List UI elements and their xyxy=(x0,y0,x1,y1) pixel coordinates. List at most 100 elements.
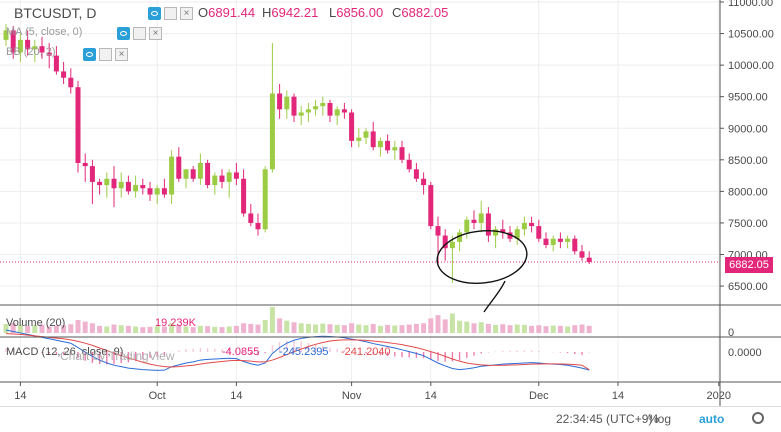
candle-body xyxy=(248,213,254,223)
x-tick-label: 14 xyxy=(612,390,624,402)
gear-icon[interactable] xyxy=(752,412,764,424)
candles xyxy=(3,24,592,283)
candle-body xyxy=(97,181,103,186)
symbol-label[interactable]: BTCUSDT, D xyxy=(14,5,97,21)
bb-label[interactable]: BB (20, 2) xyxy=(6,46,56,58)
candle-body xyxy=(190,169,196,179)
candle-body xyxy=(241,178,247,214)
x-tick-label: 14 xyxy=(14,390,26,402)
volume-bar xyxy=(421,323,427,333)
candle-body xyxy=(197,162,203,179)
volume-bar xyxy=(248,323,254,333)
volume-bar xyxy=(32,325,38,333)
volume-bar xyxy=(147,326,153,333)
volume-bar xyxy=(53,325,59,333)
close-icon[interactable]: × xyxy=(149,27,162,40)
volume-axis-label: 0 xyxy=(728,327,734,339)
volume-bar xyxy=(25,325,31,333)
candle-body xyxy=(356,137,362,141)
candle-body xyxy=(377,140,383,148)
volume-bar xyxy=(262,320,268,333)
signal-line xyxy=(5,333,590,371)
candle-body xyxy=(205,162,211,186)
candle-body xyxy=(169,156,175,195)
x-tick-label: Oct xyxy=(149,390,166,402)
volume-bar xyxy=(442,319,448,333)
y-tick-label: 6500.00 xyxy=(728,281,768,293)
volume-bar xyxy=(39,324,45,333)
candle-body xyxy=(39,46,45,53)
volume-bar xyxy=(341,325,347,333)
volume-bar xyxy=(572,325,578,333)
volume-bar xyxy=(428,318,434,333)
candle-body xyxy=(255,222,261,230)
volume-bar xyxy=(327,324,333,333)
eye-icon[interactable] xyxy=(117,27,130,40)
eye-icon[interactable] xyxy=(83,48,96,61)
y-tick-label: 9000.00 xyxy=(728,123,768,135)
volume-bar xyxy=(543,326,549,333)
candle-body xyxy=(399,147,405,160)
volume-bar xyxy=(320,323,326,333)
candle-body xyxy=(262,169,268,230)
candle-body xyxy=(550,238,556,246)
candle-body xyxy=(269,93,275,170)
current-price-label: 6882.05 xyxy=(725,257,773,273)
settings-icon[interactable] xyxy=(133,27,146,40)
candle-body xyxy=(327,103,333,116)
volume-bar xyxy=(97,325,103,333)
candle-body xyxy=(82,162,88,167)
x-tick-label: 14 xyxy=(425,390,437,402)
candle-body xyxy=(334,109,340,116)
volume-bar xyxy=(75,320,81,333)
close-icon[interactable]: × xyxy=(180,7,193,20)
volume-bar xyxy=(190,327,196,333)
candle-body xyxy=(305,109,311,113)
percent-toggle[interactable]: % xyxy=(648,412,659,426)
candle-body xyxy=(370,131,376,148)
macd-line-value: -245.2395 xyxy=(279,346,329,358)
candle-body xyxy=(3,30,9,40)
candle-body xyxy=(449,241,455,249)
volume-bar xyxy=(529,325,535,333)
candle-body xyxy=(46,52,52,56)
volume-bar xyxy=(61,325,67,333)
volume-bar xyxy=(277,318,283,333)
annotation xyxy=(436,230,528,313)
volume-bar xyxy=(313,324,319,333)
volume-bar xyxy=(457,320,463,333)
y-tick-label: 8000.00 xyxy=(728,186,768,198)
volume-bar xyxy=(514,324,520,333)
candle-body xyxy=(485,213,491,236)
candle-body xyxy=(118,181,124,189)
volume-bar xyxy=(406,324,412,333)
ohlc-close: C6882.05 xyxy=(392,5,449,20)
volume-bar xyxy=(449,313,455,333)
candle-body xyxy=(111,178,117,189)
log-toggle[interactable]: log xyxy=(655,412,672,426)
settings-icon[interactable] xyxy=(99,48,112,61)
candle-body xyxy=(586,257,592,262)
candle-body xyxy=(161,188,167,195)
ma-label[interactable]: MA (5, close, 0) xyxy=(6,26,83,38)
auto-toggle[interactable]: auto xyxy=(699,412,725,426)
volume-bar xyxy=(205,326,211,333)
volume-bar xyxy=(471,323,477,333)
candle-body xyxy=(464,219,470,233)
volume-bar xyxy=(212,326,218,333)
x-tick-label: Dec xyxy=(529,390,549,402)
candle-body xyxy=(176,156,182,179)
volume-label[interactable]: Volume (20) xyxy=(6,317,66,329)
volume-bar xyxy=(10,323,16,333)
candle-body xyxy=(125,181,131,192)
eye-icon[interactable] xyxy=(148,7,161,20)
clock-time: 22:34:45 (UTC+9) xyxy=(556,412,653,426)
settings-icon[interactable] xyxy=(164,7,177,20)
volume-bar xyxy=(305,323,311,333)
candle-body xyxy=(507,232,513,239)
candle-body xyxy=(17,39,23,53)
close-icon[interactable]: × xyxy=(115,48,128,61)
macd-label[interactable]: MACD (12, 26, close, 9) xyxy=(6,346,124,358)
volume-bar xyxy=(579,324,585,333)
